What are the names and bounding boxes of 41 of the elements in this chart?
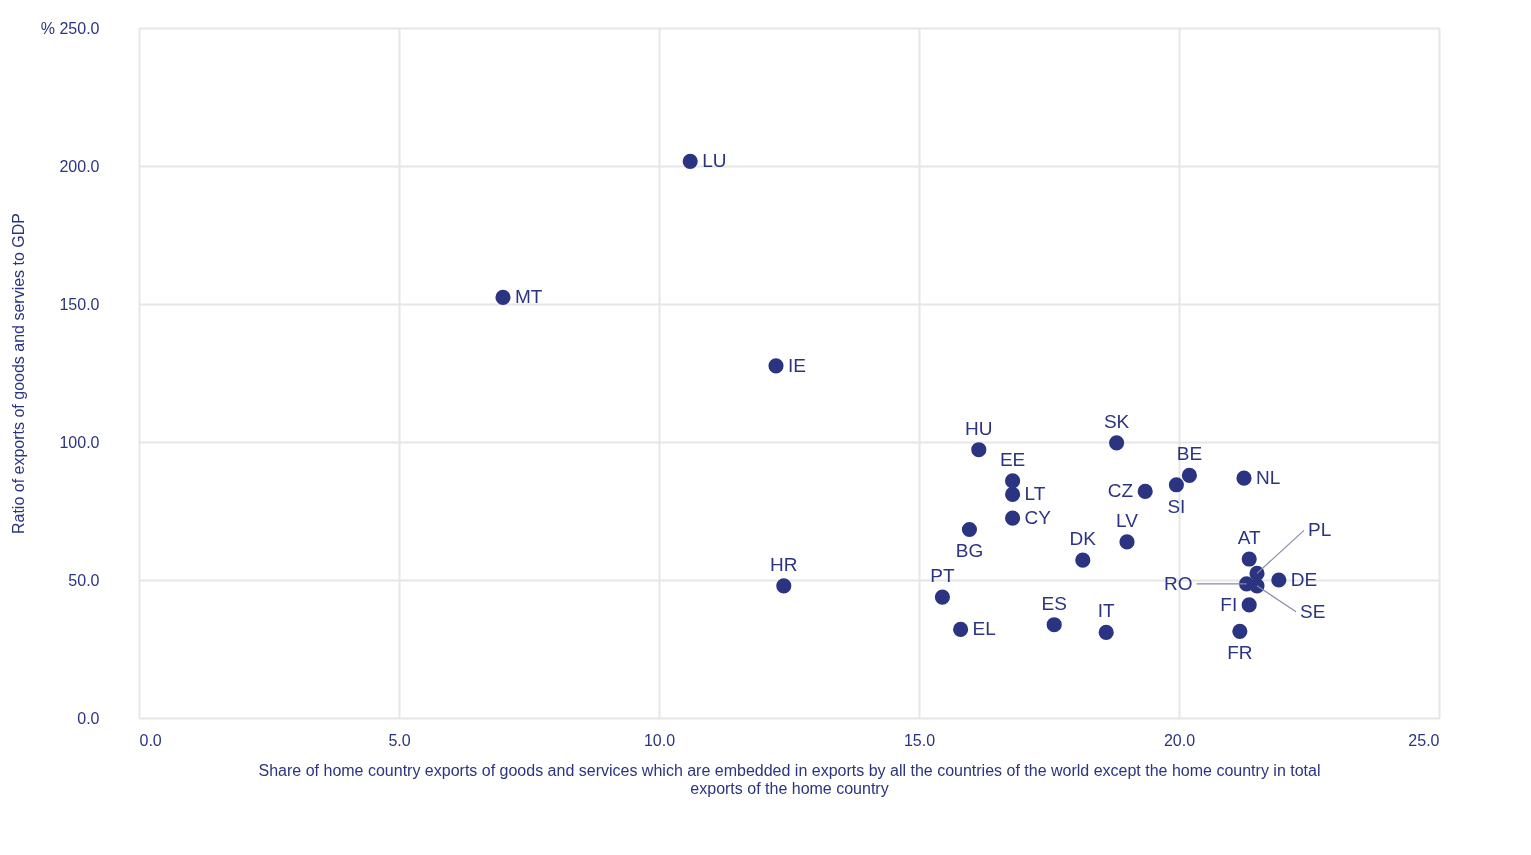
annotation: PT bbox=[930, 565, 955, 587]
annotation: CZ bbox=[1107, 480, 1134, 502]
annotation: HR bbox=[770, 553, 798, 575]
x-tick-label: 0.0 bbox=[139, 731, 162, 749]
y-axis-title: Ratio of exports of goods and servies to GDP bbox=[9, 212, 27, 535]
annotation: FI bbox=[1220, 593, 1238, 615]
annotation: PL bbox=[1308, 519, 1332, 541]
annotation: IE bbox=[788, 354, 806, 376]
y-tick-label: % 250.0 bbox=[40, 19, 100, 37]
annotation: MT bbox=[515, 286, 543, 308]
annotation: EL bbox=[972, 618, 996, 640]
annotation: NL bbox=[1256, 467, 1281, 489]
annotation: LT bbox=[1024, 483, 1046, 505]
annotation: LU bbox=[702, 150, 727, 172]
annotation: HU bbox=[965, 417, 993, 439]
annotation: SK bbox=[1103, 410, 1130, 432]
x-tick-label: 10.0 bbox=[643, 731, 676, 749]
x-tick-label: 5.0 bbox=[388, 731, 411, 749]
annotation: BG bbox=[955, 540, 984, 562]
y-tick-label: 150.0 bbox=[59, 295, 100, 313]
annotation: LV bbox=[1116, 509, 1139, 531]
x-tick-label: 20.0 bbox=[1163, 731, 1196, 749]
y-tick-label: 0.0 bbox=[77, 709, 100, 727]
annotation: SE bbox=[1300, 600, 1326, 622]
y-tick-label: 100.0 bbox=[59, 433, 100, 451]
annotation: RO bbox=[1164, 572, 1193, 594]
annotation: FR bbox=[1227, 642, 1253, 664]
annotation: IT bbox=[1097, 600, 1116, 622]
annotation: DE bbox=[1290, 569, 1318, 590]
y-tick-label: 200.0 bbox=[59, 157, 100, 175]
annotation: ES bbox=[1041, 592, 1067, 614]
annotation: BE bbox=[1176, 443, 1203, 465]
annotation: CY bbox=[1024, 507, 1052, 529]
y-tick-label: 50.0 bbox=[68, 571, 100, 589]
annotation: SI bbox=[1167, 495, 1186, 517]
x-axis-title: Share of home country exports of goods and services which are embedded in exports by all the countries of the world except the home country in total exports of the home country bbox=[258, 761, 1321, 797]
x-tick-label: 15.0 bbox=[903, 731, 936, 749]
annotation: DK bbox=[1069, 528, 1097, 550]
x-tick-label: 25.0 bbox=[1408, 731, 1440, 749]
annotation: AT bbox=[1237, 527, 1262, 549]
annotation: EE bbox=[999, 448, 1026, 470]
